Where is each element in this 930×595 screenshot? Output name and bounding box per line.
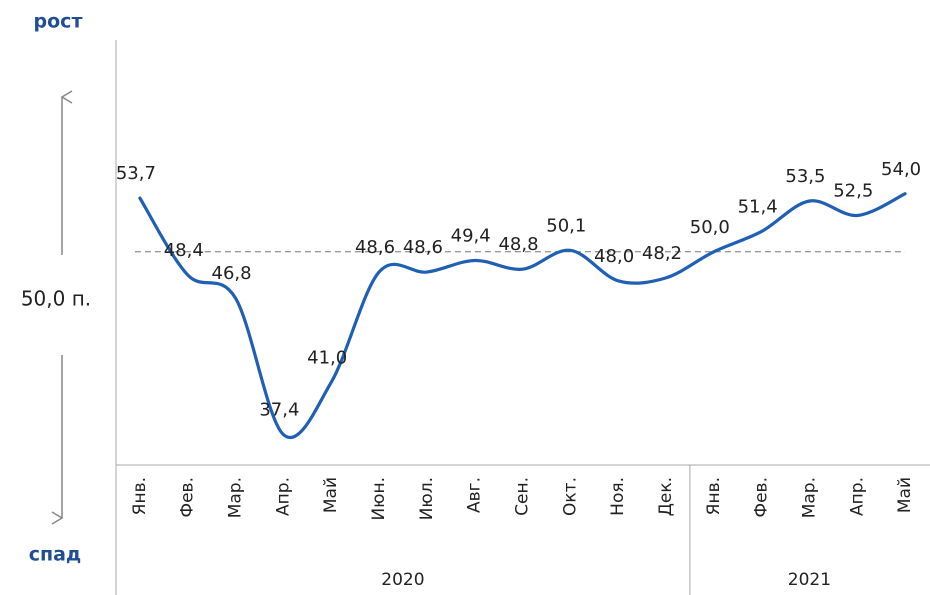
reference-label: 50,0 п.	[21, 287, 91, 311]
data-label: 41,0	[307, 347, 347, 368]
data-label: 51,4	[738, 196, 778, 217]
data-label: 48,6	[403, 237, 443, 258]
data-label: 52,5	[833, 181, 873, 202]
group-label: 2020	[381, 570, 424, 590]
x-tick-label: Авг.	[465, 477, 485, 513]
data-label: 48,2	[642, 243, 682, 264]
x-tick-label: Май	[895, 477, 915, 513]
data-label: 53,7	[116, 163, 156, 184]
x-tick-label: Апр.	[273, 477, 293, 516]
x-tick-label: Фев.	[178, 477, 198, 518]
x-tick-label: Мар.	[799, 477, 819, 518]
x-tick-label: Фев.	[752, 477, 772, 518]
x-tick-label: Апр.	[847, 477, 867, 516]
x-tick-label: Сен.	[513, 477, 533, 516]
x-tick-label: Июл.	[417, 477, 437, 520]
x-tick-label: Ноя.	[608, 477, 628, 516]
x-tick-label: Янв.	[704, 477, 724, 515]
up-label: рост	[34, 11, 83, 33]
data-label: 46,8	[212, 263, 252, 284]
x-tick-label: Янв.	[130, 477, 150, 515]
data-label: 48,4	[164, 240, 204, 261]
data-label: 50,1	[546, 215, 586, 236]
series-line	[138, 192, 907, 439]
data-label: 53,5	[785, 166, 825, 187]
group-label: 2021	[788, 570, 831, 590]
data-label: 49,4	[451, 225, 491, 246]
data-label: 50,0	[690, 217, 730, 238]
x-tick-label: Дек.	[656, 477, 676, 516]
x-tick-label: Окт.	[560, 477, 580, 516]
x-tick-label: Июн.	[369, 477, 389, 521]
data-label: 37,4	[259, 400, 299, 421]
data-label: 48,0	[594, 246, 634, 267]
x-tick-label: Май	[321, 477, 341, 513]
x-tick-label: Мар.	[226, 477, 246, 518]
down-label: спад	[29, 544, 82, 566]
data-label: 48,6	[355, 237, 395, 258]
data-label: 54,0	[881, 159, 921, 180]
data-label: 48,8	[498, 234, 538, 255]
